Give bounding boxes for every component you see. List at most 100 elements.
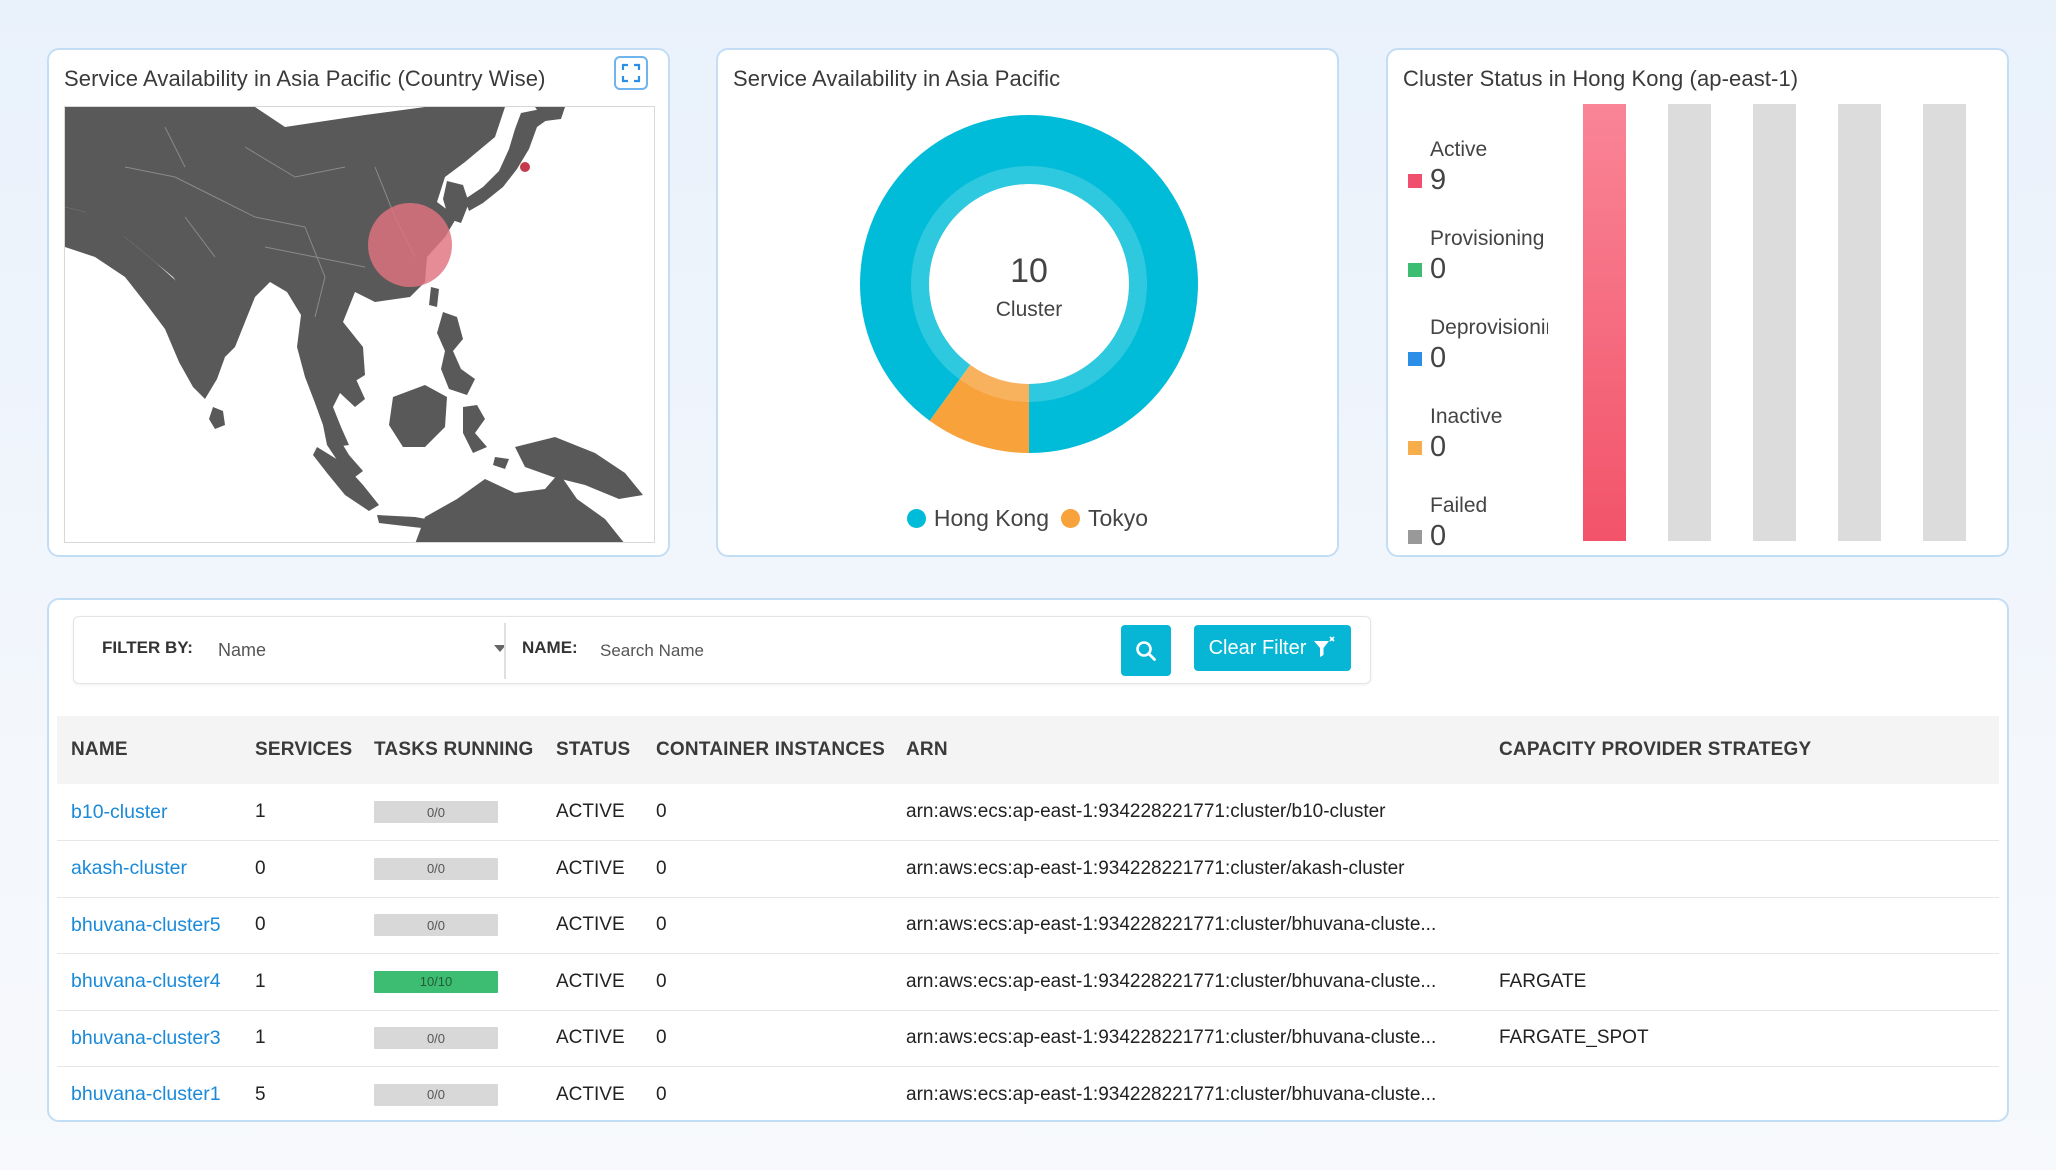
donut-center-label: Cluster <box>996 298 1063 321</box>
container-instances-cell: 0 <box>656 970 667 992</box>
legend-dot <box>906 509 926 528</box>
container-instances-cell: 0 <box>656 801 667 822</box>
tasks-progress-bar: 0/0 <box>374 857 498 880</box>
map-card: Service Availability in Asia Pacific (Co… <box>47 48 670 557</box>
donut-card: Service Availability in Asia Pacific 10 C… <box>716 48 1339 557</box>
cluster-name-link[interactable]: bhuvana-cluster4 <box>71 970 221 993</box>
status-swatch <box>1408 174 1422 188</box>
donut-chart: 10 Cluster <box>860 115 1198 453</box>
search-icon <box>1136 640 1156 661</box>
capacity-provider-strategy-cell <box>1485 897 1999 954</box>
filter-divider <box>504 623 506 679</box>
services-cell: 1 <box>255 1027 266 1049</box>
table-header-row: NAME SERVICES TASKS RUNNING STATUS CONTA… <box>57 716 1999 784</box>
capacity-provider-strategy-cell <box>1485 841 1999 898</box>
tasks-progress-bar: 0/0 <box>374 914 498 937</box>
tasks-running-cell: 0/0 <box>360 1010 542 1067</box>
legend-item[interactable]: Hong Kong <box>906 505 1049 532</box>
tasks-running-cell: 0/0 <box>360 784 542 841</box>
arn-cell: arn:aws:ecs:ap-east-1:934228221771:clust… <box>906 857 1405 879</box>
column-header-name[interactable]: NAME <box>71 739 128 760</box>
chevron-down-icon[interactable] <box>494 645 506 652</box>
capacity-provider-strategy-cell <box>1485 1067 1999 1117</box>
status-cell: ACTIVE <box>556 970 625 992</box>
expand-icon[interactable] <box>614 56 648 90</box>
capacity-provider-strategy-cell: FARGATE_SPOT <box>1499 1027 1649 1049</box>
status-cell: ACTIVE <box>556 1027 625 1049</box>
column-header-container-instances[interactable]: CONTAINER INSTANCES <box>656 739 885 760</box>
clear-filter-button[interactable]: Clear Filter <box>1194 625 1351 671</box>
table-row[interactable]: bhuvana-cluster1 5 0/0 ACTIVE 0 arn:aws:ecs:a… <box>57 1067 1999 1117</box>
container-instances-cell: 0 <box>656 1027 667 1049</box>
container-instances-cell: 0 <box>656 857 667 879</box>
services-cell: 0 <box>255 857 266 879</box>
tasks-running-cell: 0/0 <box>360 1067 542 1117</box>
donut-slice-inner-ring <box>959 364 1029 402</box>
map-card-title: Service Availability in Asia Pacific (Co… <box>64 66 546 91</box>
status-legend-item[interactable]: Inactive 0 <box>1408 405 1548 494</box>
search-button[interactable] <box>1121 625 1171 676</box>
table-row[interactable]: b10-cluster 1 0/0 ACTIVE 0 arn:aws:ecs:ap-eas… <box>57 784 1999 841</box>
column-header-tasks-running[interactable]: TASKS RUNNING <box>374 739 534 760</box>
status-legend-item[interactable]: Deprovisioning 0 <box>1408 316 1548 405</box>
legend-item[interactable]: Tokyo <box>1061 505 1148 532</box>
table-row[interactable]: bhuvana-cluster5 0 0/0 ACTIVE 0 arn:aws:ecs:a… <box>57 897 1999 954</box>
table-row[interactable]: bhuvana-cluster4 1 10/10 ACTIVE 0 arn:aws:ecs… <box>57 954 1999 1010</box>
container-instances-cell: 0 <box>656 1083 667 1105</box>
status-swatch <box>1408 441 1422 455</box>
services-cell: 0 <box>255 914 266 936</box>
clusters-table: NAME SERVICES TASKS RUNNING STATUS CONTA… <box>57 716 1999 1116</box>
filter-by-select[interactable]: Name <box>210 627 500 673</box>
tasks-progress-bar: 0/0 <box>374 1083 498 1106</box>
column-header-services[interactable]: SERVICES <box>255 739 353 760</box>
tasks-running-cell: 0/0 <box>360 897 542 954</box>
bar-card: Cluster Status in Hong Kong (ap-east-1) … <box>1386 48 2009 557</box>
bar-track <box>1753 104 1796 541</box>
legend-label: Tokyo <box>1088 505 1149 531</box>
legend-dot <box>1061 509 1080 528</box>
status-cell: ACTIVE <box>556 857 625 879</box>
status-cell: ACTIVE <box>556 801 625 822</box>
status-label: Active <box>1430 138 1488 161</box>
capacity-provider-strategy-cell: FARGATE <box>1499 970 1587 992</box>
status-label: Inactive <box>1430 405 1503 428</box>
arn-cell: arn:aws:ecs:ap-east-1:934228221771:clust… <box>906 970 1437 992</box>
cluster-name-link[interactable]: bhuvana-cluster3 <box>71 1026 221 1049</box>
table-row[interactable]: bhuvana-cluster3 1 0/0 ACTIVE 0 arn:aws:ecs:a… <box>57 1010 1999 1067</box>
container-instances-cell: 0 <box>656 914 667 936</box>
filter-by-value: Name <box>218 639 267 660</box>
status-legend-item[interactable]: Provisioning 0 <box>1408 227 1548 316</box>
bar-track <box>1838 104 1881 541</box>
arn-cell: arn:aws:ecs:ap-east-1:934228221771:clust… <box>906 1027 1437 1049</box>
cluster-name-link[interactable]: bhuvana-cluster5 <box>71 913 221 936</box>
status-cell: ACTIVE <box>556 914 625 936</box>
services-cell: 5 <box>255 1083 266 1105</box>
asia-pacific-map[interactable] <box>64 106 655 543</box>
status-legend: Active9Provisioning0Deprovisioning0Inact… <box>1408 138 1548 555</box>
column-header-capacity-provider-strategy[interactable]: CAPACITY PROVIDER STRATEGY <box>1499 739 1812 760</box>
bar-active[interactable] <box>1583 104 1626 541</box>
status-legend-item[interactable]: Active 9 <box>1408 138 1548 227</box>
cluster-name-link[interactable]: akash-cluster <box>71 857 187 880</box>
capacity-provider-strategy-cell <box>1485 784 1999 841</box>
donut-slice-tokyo[interactable] <box>929 364 1029 453</box>
donut-slice-hong-kong[interactable] <box>860 115 1198 453</box>
tasks-running-cell: 0/0 <box>360 841 542 898</box>
clusters-table-card: FILTER BY: Name NAME: Clear Filter <box>47 598 2009 1122</box>
cluster-name-link[interactable]: b10-cluster <box>71 800 168 823</box>
cluster-name-link[interactable]: bhuvana-cluster1 <box>71 1083 221 1106</box>
status-value: 0 <box>1430 342 1447 374</box>
status-legend-item[interactable]: Failed 0 <box>1408 494 1548 555</box>
status-swatch <box>1408 530 1422 544</box>
table-row[interactable]: akash-cluster 0 0/0 ACTIVE 0 arn:aws:ecs:ap-e… <box>57 841 1999 898</box>
tasks-progress-bar: 0/0 <box>374 1027 498 1050</box>
name-search-input[interactable] <box>600 629 1120 673</box>
bar-track <box>1668 104 1711 541</box>
legend-label: Hong Kong <box>933 505 1049 531</box>
status-swatch <box>1408 352 1422 366</box>
filter-by-label: FILTER BY: <box>102 638 193 657</box>
column-header-arn[interactable]: ARN <box>906 739 948 760</box>
column-header-status[interactable]: STATUS <box>556 739 631 760</box>
status-swatch <box>1408 263 1422 277</box>
donut-card-title: Service Availability in Asia Pacific <box>733 66 1061 91</box>
